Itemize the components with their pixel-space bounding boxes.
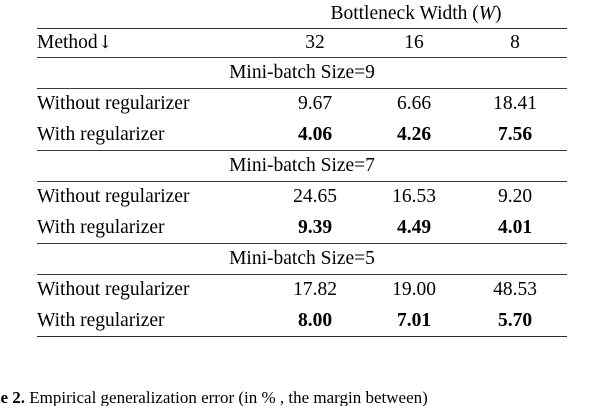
section-header-row: Mini-batch Size=5: [37, 243, 568, 274]
table-row: With regularizer 8.00 7.01 5.70: [37, 305, 568, 336]
cell-value: 7.01: [396, 309, 432, 331]
table-row: Without regularizer 24.65 16.53 9.20: [37, 181, 568, 212]
table-caption-text: Table 2. Empirical generalization error …: [0, 388, 600, 406]
table-row: With regularizer 4.06 4.26 7.56: [37, 119, 567, 150]
caption-body: Empirical generalization error (in % , t…: [29, 388, 428, 406]
method-header-cell: Method↓: [37, 28, 265, 57]
cell-value: 5.70: [497, 309, 533, 331]
cell-value: 24.65: [293, 186, 337, 207]
spanning-header-empty-cell: [37, 0, 265, 28]
cell-value: 16.53: [392, 186, 436, 207]
cell-value: 18.41: [493, 93, 537, 114]
section-title-minibatch-9: Mini-batch Size=9: [229, 61, 375, 83]
column-header-w32: 32: [305, 31, 325, 53]
cell-value: 8.00: [297, 309, 333, 331]
row-label-without-regularizer-s9: Without regularizer: [37, 93, 190, 114]
cell-value: 19.00: [392, 279, 436, 300]
table-caption-clipped: Table 2. Empirical generalization error …: [0, 388, 600, 406]
section-header-row: Mini-batch Size=7: [37, 150, 568, 181]
table-row: Without regularizer 9.67 6.66 18.41: [37, 88, 568, 119]
row-label-without-regularizer-s5: Without regularizer: [37, 279, 190, 300]
column-header-w8: 8: [510, 31, 520, 53]
row-label-with-regularizer-s7: With regularizer: [37, 216, 165, 238]
row-label-with-regularizer-s5: With regularizer: [37, 309, 165, 331]
section-title-minibatch-7: Mini-batch Size=7: [229, 154, 375, 176]
section-header-row: Mini-batch Size=9: [37, 57, 568, 88]
cell-value: 9.39: [297, 216, 333, 238]
table-row: Without regularizer 17.82 19.00 48.53: [37, 274, 568, 305]
section-title-minibatch-5: Mini-batch Size=5: [229, 247, 375, 269]
table-row: With regularizer 9.39 4.49 4.01: [37, 212, 567, 243]
bottleneck-width-prefix: Bottleneck Width (: [330, 3, 479, 24]
cell-value: 17.82: [293, 279, 337, 300]
bottleneck-width-symbol: W: [478, 3, 496, 24]
cell-value: 7.56: [497, 123, 533, 145]
cell-value: 6.66: [396, 93, 432, 114]
method-header-label: Method: [37, 31, 98, 53]
table-column-header-row: Method↓ 32 16 8: [37, 28, 568, 57]
cell-value: 9.67: [297, 93, 333, 114]
cell-value: 9.20: [497, 186, 533, 207]
cell-value: 4.01: [497, 216, 533, 238]
cell-value: 4.06: [297, 123, 333, 145]
cell-value: 4.26: [396, 123, 432, 145]
bottleneck-width-header: Bottleneck Width (W): [265, 0, 567, 28]
table-spanning-header-row: Bottleneck Width (W): [37, 0, 567, 28]
arrow-down-icon: ↓: [97, 31, 113, 53]
cell-value: 48.53: [493, 279, 537, 300]
row-label-with-regularizer-s9: With regularizer: [37, 123, 165, 145]
bottleneck-width-suffix: ): [495, 3, 502, 24]
caption-label: Table 2.: [0, 388, 26, 406]
column-header-w16: 16: [404, 31, 424, 53]
row-label-without-regularizer-s7: Without regularizer: [37, 186, 190, 207]
cell-value: 4.49: [396, 216, 432, 238]
results-table: Bottleneck Width (W) Method↓ 32 16 8 Min…: [37, 0, 568, 337]
